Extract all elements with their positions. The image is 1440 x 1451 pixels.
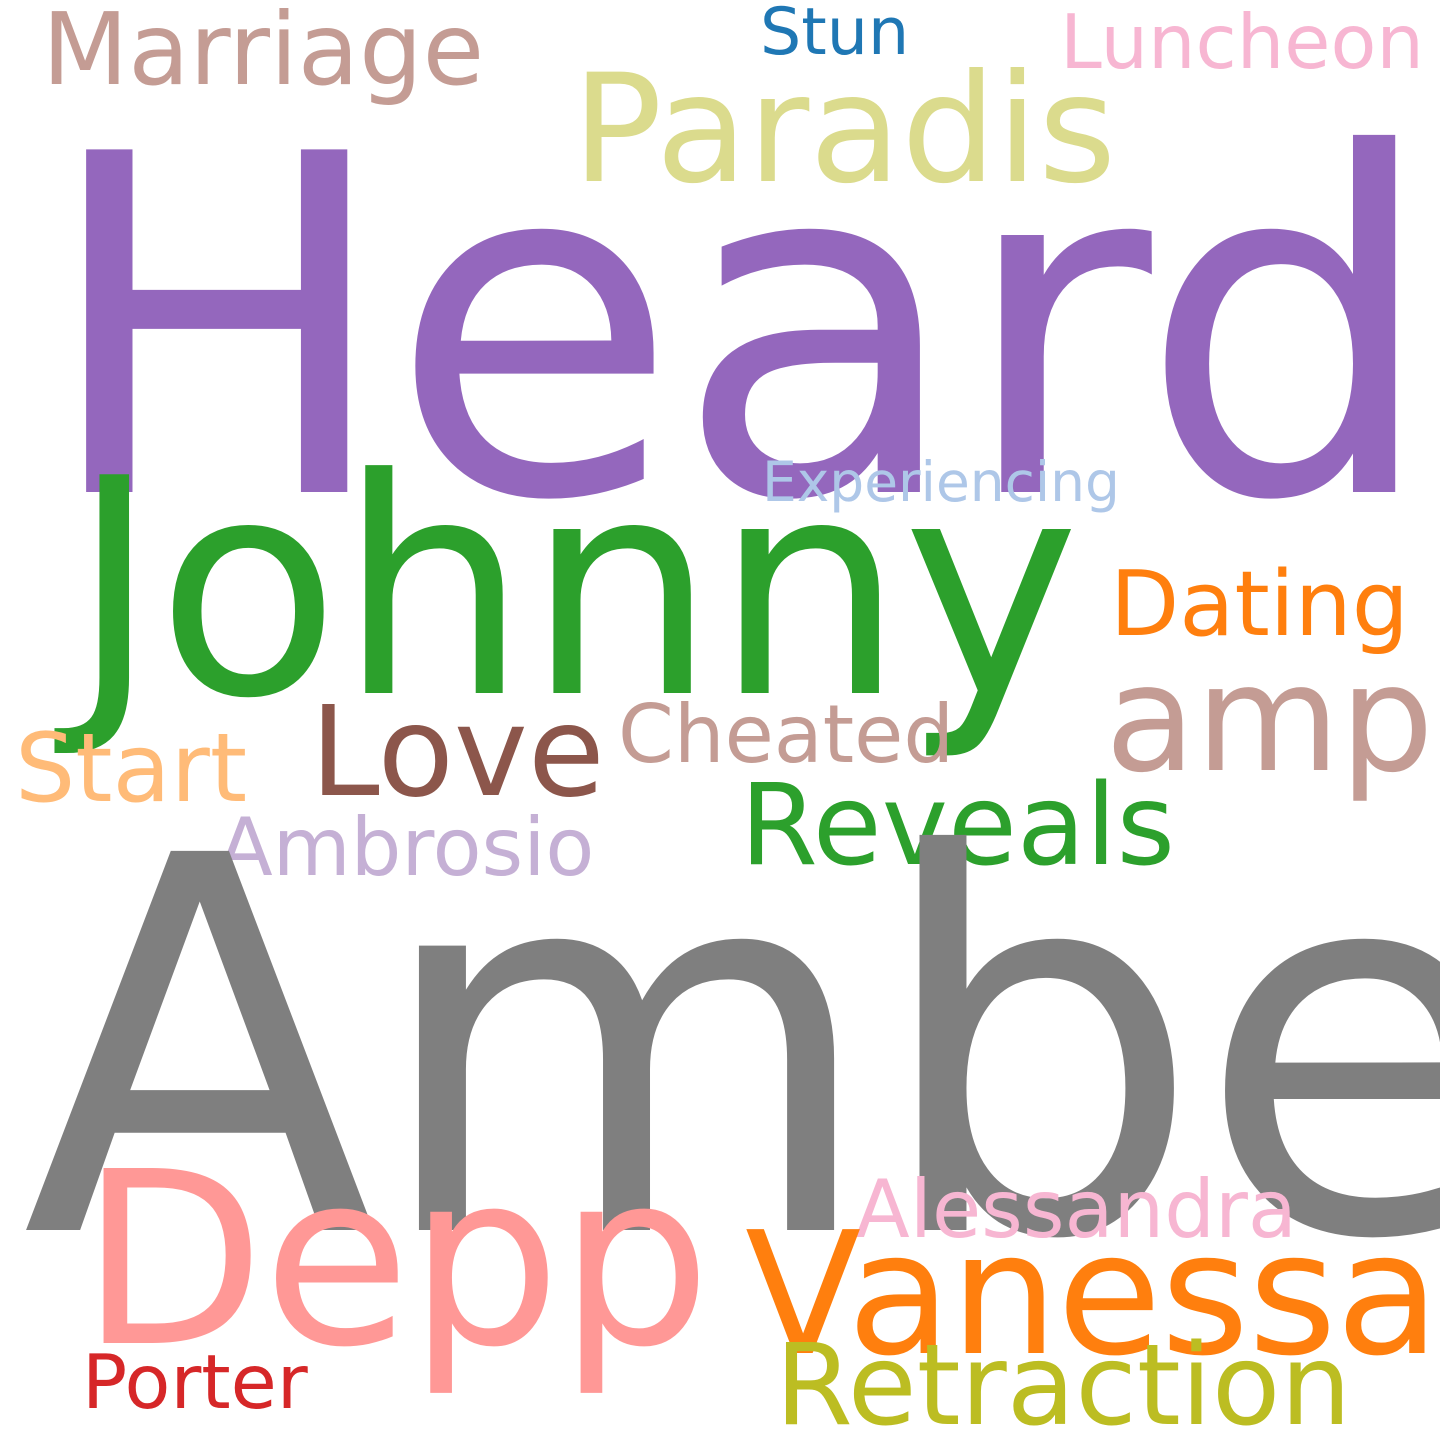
word-depp: Depp [80,1120,711,1400]
word-porter: Porter [82,1338,308,1426]
word-alessandra: Alessandra [855,1163,1297,1256]
word-paradis: Paradis [572,43,1117,217]
word-vanessa: Vanessa [745,1196,1440,1394]
word-experiencing: Experiencing [762,450,1120,514]
word-amber: Amber [22,747,1440,1353]
word-heard: Heard [40,56,1438,603]
word-love: Love [310,680,605,825]
word-johnny: Johnny [70,415,1080,764]
word-luncheon: Luncheon [1060,0,1424,86]
word-retraction: Retraction [775,1321,1352,1451]
word-stun: Stun [760,0,910,70]
word-dating: Dating [1110,552,1409,657]
word-marriage: Marriage [42,0,485,108]
word-start: Start [15,714,248,824]
word-reveals: Reveals [740,761,1175,891]
word-cheated: Cheated [618,688,955,781]
word-amp: amp [1105,633,1434,805]
word-ambrosio: Ambrosio [218,801,595,894]
